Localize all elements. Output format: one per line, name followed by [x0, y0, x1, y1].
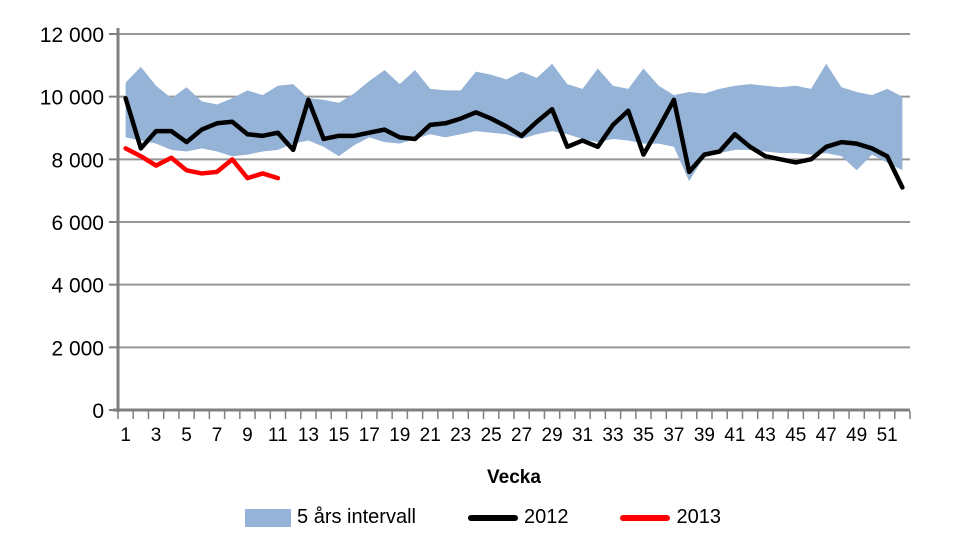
x-tick-label: 31: [572, 425, 593, 446]
line-swatch-2013-icon: [620, 514, 671, 521]
x-tick-label: 11: [268, 425, 288, 446]
x-tick-label: 45: [785, 425, 806, 446]
x-tick-label: 37: [663, 425, 684, 446]
x-tick-label: 19: [389, 425, 410, 446]
x-tick-label: 5: [181, 425, 192, 446]
y-tick-label: 0: [92, 400, 104, 423]
x-tick-label: 3: [151, 425, 162, 446]
line-2012: [123, 95, 905, 190]
x-tick-label: 39: [694, 425, 715, 446]
legend-item-2013: 2013: [620, 506, 721, 529]
y-tick-label: 2 000: [51, 337, 104, 360]
x-tick-label: 23: [450, 425, 471, 446]
x-tick-label: 33: [602, 425, 623, 446]
x-tick-label: 25: [481, 425, 502, 446]
y-tick-label: 12 000: [40, 24, 104, 47]
line-2013: [123, 146, 281, 181]
x-tick-label: 51: [877, 425, 898, 446]
y-tick-label: 6 000: [51, 212, 104, 235]
legend: 5 års intervall 2012 2013: [0, 506, 966, 529]
x-tick-label: 47: [816, 425, 837, 446]
legend-item-2012: 2012: [467, 506, 569, 529]
x-tick-label: 1: [120, 425, 131, 446]
x-tick-label: 17: [359, 425, 380, 446]
band-5yr-interval: [125, 63, 903, 182]
x-tick-label: 7: [212, 425, 223, 446]
x-tick-label: 13: [298, 425, 319, 446]
x-tick-label: 15: [328, 425, 349, 446]
y-tick-label: 10 000: [40, 87, 104, 110]
band-swatch-icon: [245, 508, 292, 527]
x-tick-label: 49: [846, 425, 867, 446]
line-swatch-2012-icon: [467, 514, 518, 521]
legend-label-2013: 2013: [676, 506, 721, 528]
x-tick-label: 43: [755, 425, 776, 446]
y-tick-label: 8 000: [51, 149, 104, 172]
legend-label-band: 5 års intervall: [297, 506, 416, 528]
x-tick-label: 41: [724, 425, 745, 446]
x-tick-label: 35: [633, 425, 654, 446]
x-axis-title: Vecka: [487, 467, 541, 488]
x-tick-label: 29: [542, 425, 563, 446]
x-tick-label: 21: [420, 425, 441, 446]
x-tick-label: 27: [511, 425, 532, 446]
x-tick-label: 9: [242, 425, 253, 446]
y-tick-label: 4 000: [51, 275, 104, 298]
legend-item-band: 5 års intervall: [245, 506, 416, 529]
legend-label-2012: 2012: [523, 506, 569, 528]
